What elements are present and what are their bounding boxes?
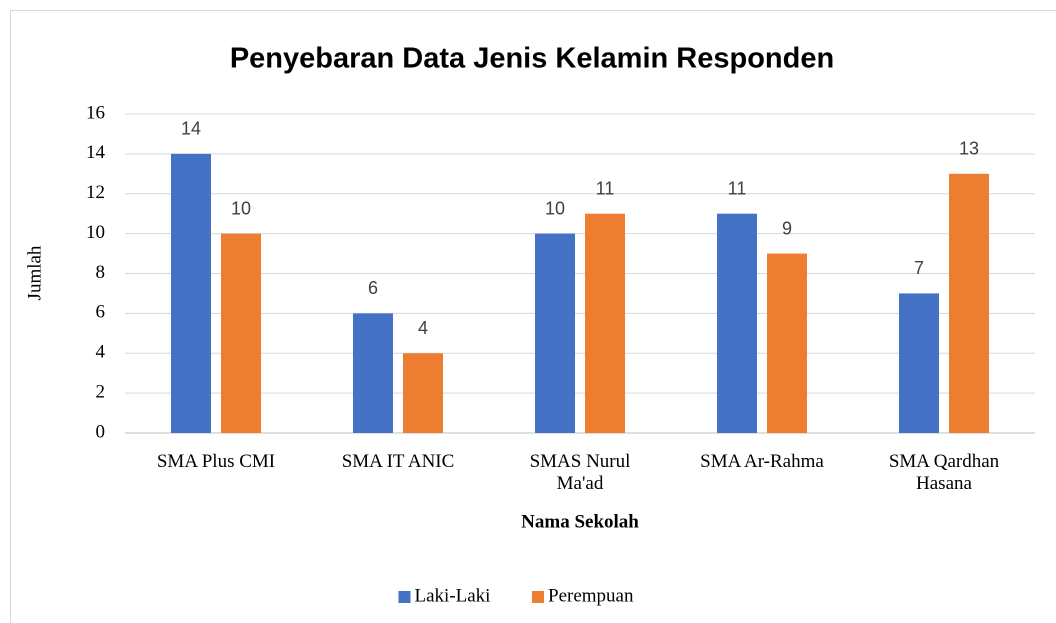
legend-label: Laki-Laki <box>415 585 491 606</box>
y-tick-label: 0 <box>96 421 106 442</box>
bar <box>171 153 211 433</box>
data-label: 6 <box>368 278 378 298</box>
data-label: 7 <box>914 258 924 278</box>
y-axis-title: Jumlah <box>24 245 45 300</box>
x-axis-title: Nama Sekolah <box>521 511 639 532</box>
legend-label: Perempuan <box>548 585 634 606</box>
data-label: 13 <box>959 139 979 159</box>
bar <box>585 213 625 433</box>
bar <box>717 213 757 433</box>
bar <box>403 353 443 433</box>
data-label: 11 <box>728 178 747 198</box>
data-label: 14 <box>181 119 201 139</box>
data-label: 9 <box>782 218 792 238</box>
bar <box>535 233 575 433</box>
bar <box>899 293 939 433</box>
y-tick-label: 6 <box>96 302 106 323</box>
chart-title: Penyebaran Data Jenis Kelamin Responden <box>230 43 834 75</box>
x-tick-label: SMA Qardhan Hasana <box>889 451 1000 494</box>
y-tick-label: 2 <box>96 381 106 402</box>
x-tick-label: SMAS Nurul Ma'ad <box>530 451 631 494</box>
data-label: 10 <box>545 198 565 218</box>
y-tick-label: 16 <box>86 102 105 123</box>
legend-swatch <box>532 591 544 603</box>
x-tick-label: SMA Plus CMI <box>157 451 275 472</box>
data-label: 4 <box>418 318 428 338</box>
bar <box>949 173 989 433</box>
bar <box>767 253 807 433</box>
y-tick-label: 10 <box>86 222 105 243</box>
y-tick-label: 4 <box>96 342 106 363</box>
bar <box>221 233 261 433</box>
y-tick-label: 8 <box>96 262 106 283</box>
y-tick-label: 14 <box>86 142 106 163</box>
bar <box>353 313 393 433</box>
y-tick-label: 12 <box>86 182 105 203</box>
data-label: 10 <box>231 198 251 218</box>
legend-swatch <box>398 591 411 603</box>
x-tick-label: SMA IT ANIC <box>342 451 455 472</box>
x-tick-label: SMA Ar-Rahma <box>700 451 824 472</box>
data-label: 11 <box>596 178 615 198</box>
